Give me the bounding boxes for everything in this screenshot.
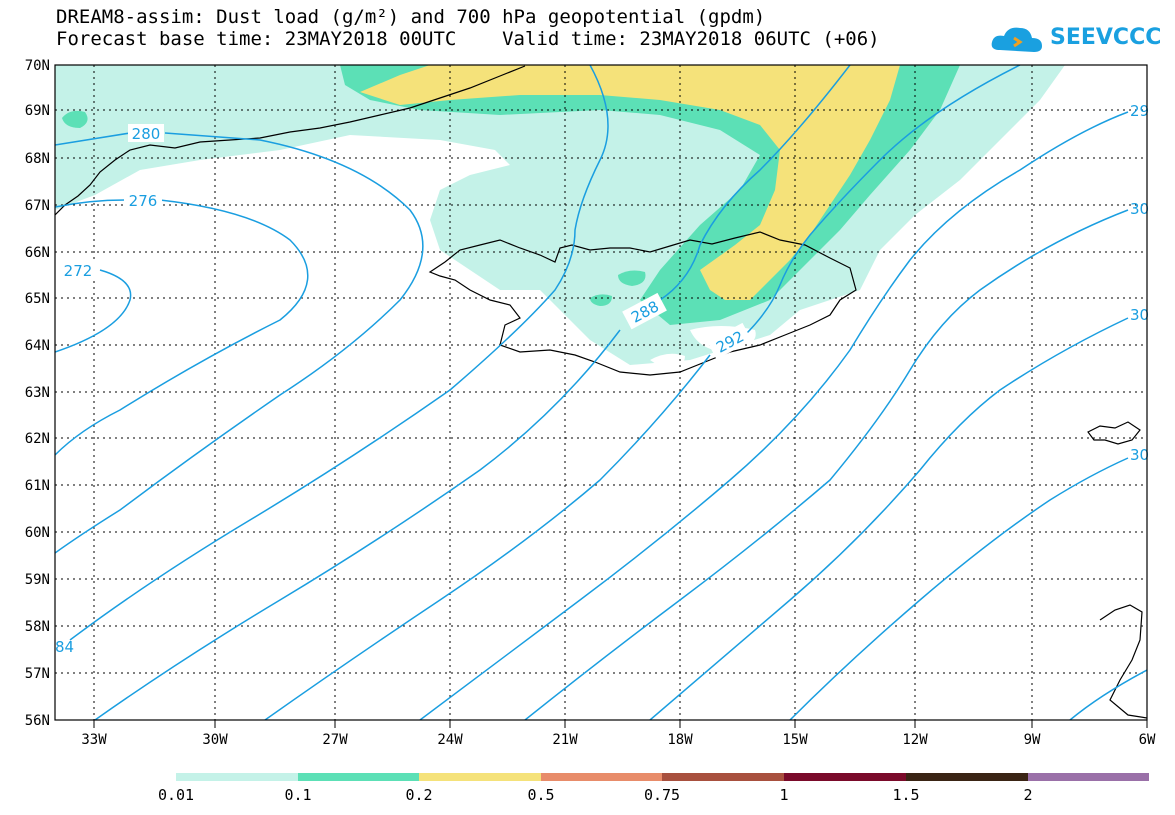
lon-label: 27W <box>322 732 348 748</box>
colorbar-segment <box>541 773 662 781</box>
map-frame <box>54 64 1148 721</box>
map-title: DREAM8-assim: Dust load (g/m²) and 700 h… <box>56 6 766 28</box>
colorbar-segment <box>419 773 541 781</box>
longitude-labels: 33W 30W 27W 24W 21W 18W 15W 12W 9W 6W <box>81 732 1156 748</box>
iceland-coast <box>428 231 857 376</box>
greenland-coast <box>55 65 526 216</box>
colorbar <box>176 773 1149 781</box>
lat-label: 59N <box>25 572 50 588</box>
colorbar-segment <box>298 773 419 781</box>
colorbar-label: 0.5 <box>527 786 555 804</box>
contour-label: 30 <box>1130 200 1149 218</box>
colorbar-label: 2 <box>1023 786 1033 804</box>
contour-302 <box>649 317 1129 720</box>
colorbar-segment <box>176 773 298 781</box>
lat-label: 70N <box>25 58 50 74</box>
geopotential-contours <box>55 65 1147 720</box>
lon-label: 15W <box>782 732 808 748</box>
gridlines <box>55 65 1147 720</box>
contour-280 <box>55 132 424 554</box>
colorbar-segment <box>906 773 1028 781</box>
contour-label: 84 <box>55 638 74 656</box>
tick-marks <box>93 720 1148 728</box>
colorbar-label: 0.01 <box>157 786 195 804</box>
contour-300 <box>524 209 1129 720</box>
seevccc-logo-icon <box>991 27 1042 52</box>
contour-284 <box>69 65 609 641</box>
lat-label: 68N <box>25 151 50 167</box>
contour-label: 276 <box>129 192 158 210</box>
dust-area-mid <box>618 270 646 286</box>
contour-296 <box>419 111 1129 720</box>
colorbar-segment <box>1028 773 1149 781</box>
dust-area-high <box>360 65 900 300</box>
lat-label: 67N <box>25 198 50 214</box>
contour-label: 30 <box>1130 306 1149 324</box>
colorbar-label: 1 <box>779 786 789 804</box>
lat-label: 65N <box>25 291 50 307</box>
contour-label: 280 <box>132 125 161 143</box>
lat-label: 69N <box>25 103 50 119</box>
contour-label: 272 <box>64 262 93 280</box>
lon-label: 6W <box>1139 732 1156 748</box>
map-subtitle: Forecast base time: 23MAY2018 00UTC Vali… <box>56 28 880 50</box>
lon-label: 24W <box>437 732 463 748</box>
lat-label: 66N <box>25 245 50 261</box>
contour-306 <box>1069 669 1147 720</box>
colorbar-label: 0.2 <box>405 786 433 804</box>
dust-area-mid <box>62 110 88 128</box>
lat-label: 57N <box>25 666 50 682</box>
colorbar-segment <box>784 773 906 781</box>
latitude-labels: 70N 69N 68N 67N 66N 65N 64N 63N 62N 61N … <box>25 58 50 729</box>
lat-label: 64N <box>25 338 50 354</box>
contour-labels: 280 276 272 288 292 29 30 30 30 84 <box>55 102 1149 656</box>
colorbar-label: 0.1 <box>284 786 312 804</box>
colorbar-label: 1.5 <box>892 786 920 804</box>
lat-label: 62N <box>25 431 50 447</box>
lat-label: 60N <box>25 525 50 541</box>
contour-272 <box>55 269 132 353</box>
lat-label: 58N <box>25 619 50 635</box>
dust-fields <box>55 65 1065 370</box>
colorbar-label: 0.75 <box>643 786 681 804</box>
lat-label: 56N <box>25 713 50 729</box>
contour-304 <box>789 457 1129 720</box>
lon-label: 9W <box>1024 732 1041 748</box>
lon-label: 30W <box>202 732 228 748</box>
lon-label: 18W <box>667 732 693 748</box>
colorbar-segment <box>662 773 784 781</box>
dust-area-mid <box>590 294 612 306</box>
lon-label: 33W <box>81 732 107 748</box>
faroe-coast <box>1087 421 1141 445</box>
coastlines <box>55 65 1147 719</box>
contour-288 <box>94 65 851 720</box>
contour-label: 29 <box>1130 102 1149 120</box>
lon-label: 12W <box>902 732 928 748</box>
lon-label: 21W <box>552 732 578 748</box>
lat-label: 63N <box>25 385 50 401</box>
contour-label: 30 <box>1130 446 1149 464</box>
contour-276 <box>55 199 309 456</box>
scotland-coast <box>1099 604 1147 719</box>
lat-label: 61N <box>25 478 50 494</box>
logo-text: SEEVCCC <box>1050 25 1162 50</box>
contour-292 <box>264 65 1021 720</box>
